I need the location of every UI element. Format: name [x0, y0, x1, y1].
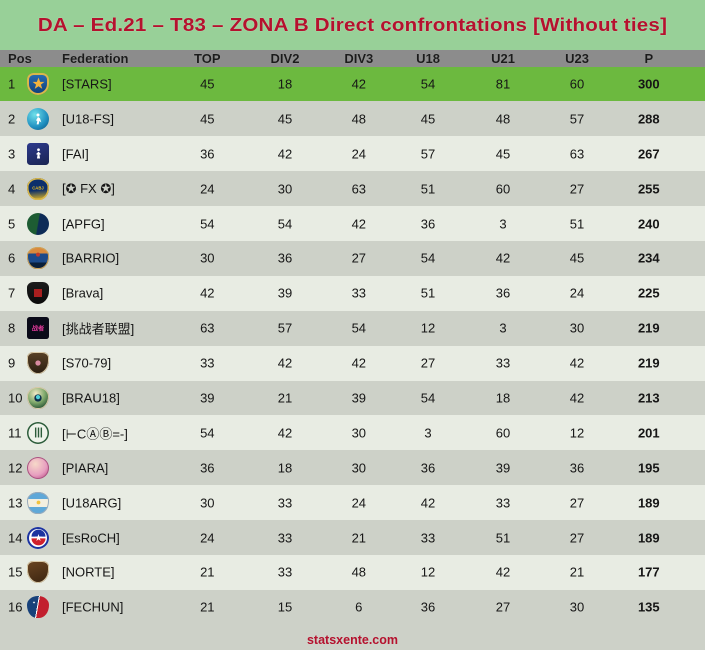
svg-text:战者: 战者 [32, 324, 45, 333]
svg-text:CABJ: CABJ [32, 186, 44, 191]
